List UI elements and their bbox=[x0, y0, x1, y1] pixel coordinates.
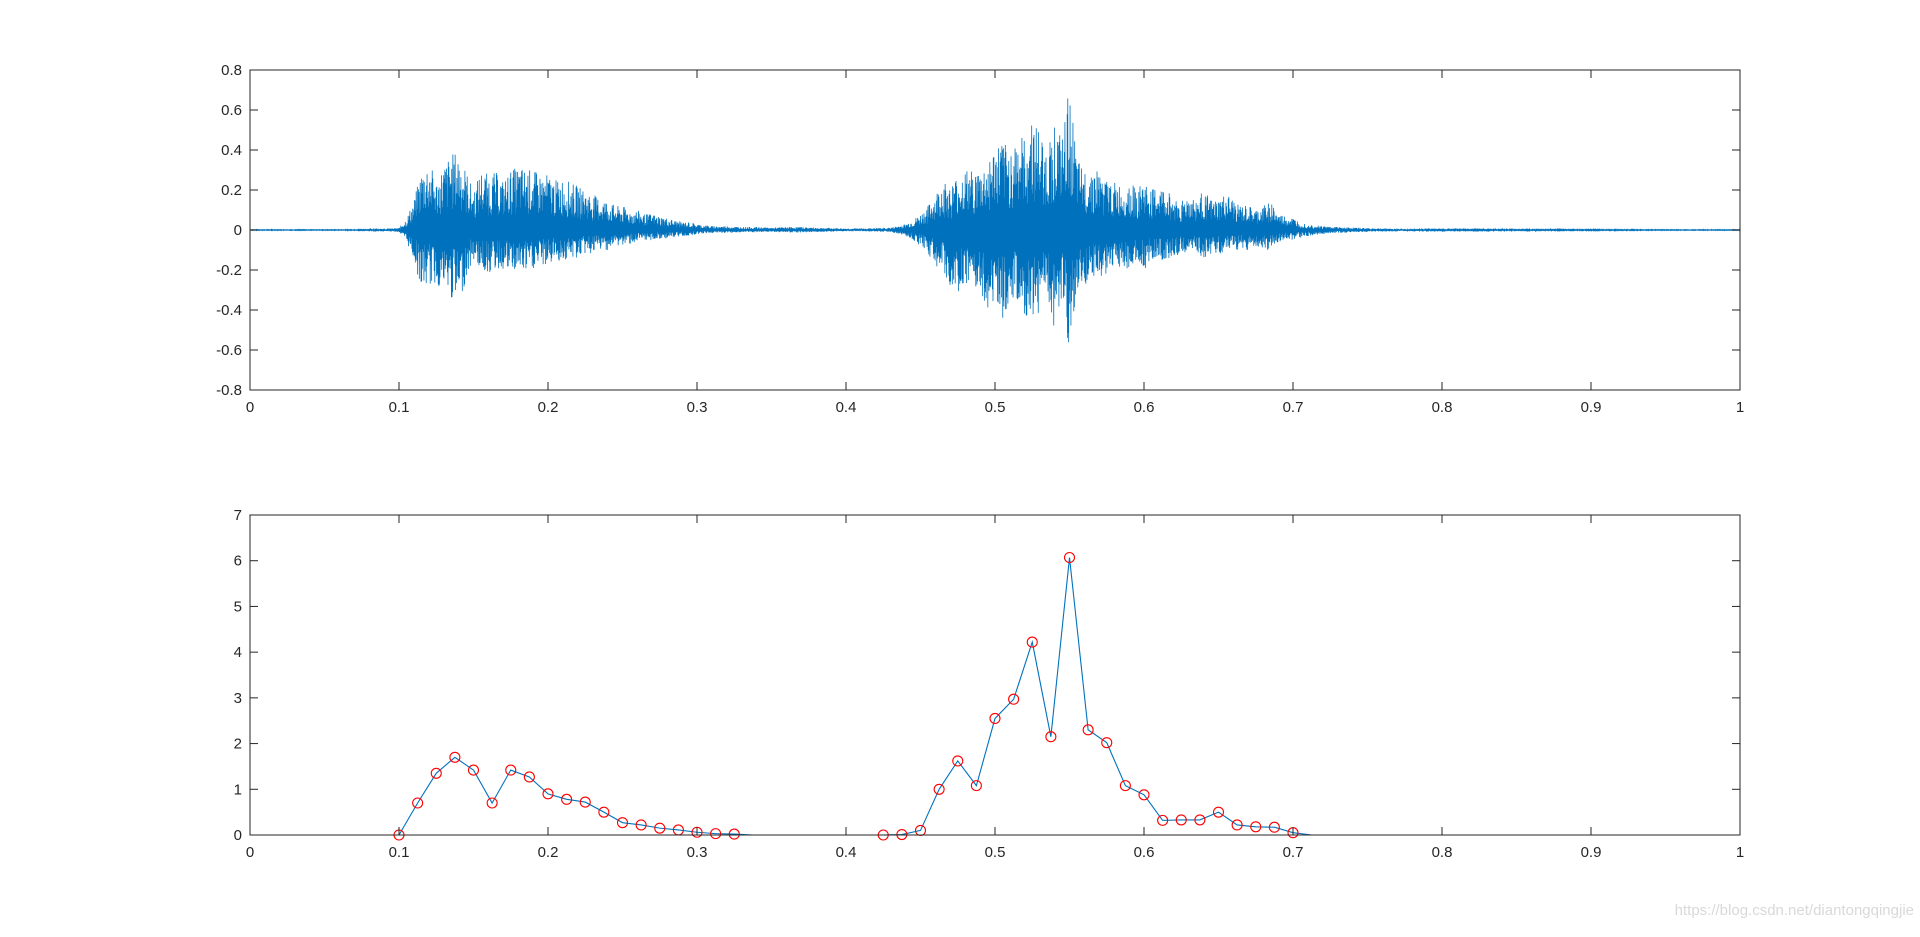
energy-marker bbox=[1063, 551, 1076, 564]
y-tick-label: -0.6 bbox=[216, 342, 242, 359]
y-tick-label: 0 bbox=[234, 827, 242, 844]
energy-marker bbox=[1082, 724, 1094, 736]
x-tick-label: 0.1 bbox=[389, 844, 410, 861]
x-tick-label: 0.9 bbox=[1581, 399, 1602, 416]
energy-marker bbox=[1268, 821, 1280, 833]
x-tick-label: 1 bbox=[1736, 399, 1744, 416]
plot-area bbox=[268, 551, 1722, 841]
x-tick-label: 0.6 bbox=[1134, 399, 1155, 416]
energy-marker bbox=[1026, 636, 1038, 648]
energy-marker bbox=[1194, 814, 1206, 826]
energy-marker bbox=[467, 764, 480, 776]
y-tick-label: -0.2 bbox=[216, 262, 242, 279]
y-tick-label: 0 bbox=[234, 222, 242, 239]
y-tick-label: 1 bbox=[234, 781, 242, 798]
energy-marker bbox=[1250, 821, 1262, 833]
x-tick-label: 0.5 bbox=[985, 399, 1006, 416]
x-tick-label: 0.2 bbox=[538, 399, 559, 416]
y-tick-label: 0.2 bbox=[221, 182, 242, 199]
energy-marker bbox=[486, 797, 498, 809]
energy-marker bbox=[449, 751, 461, 763]
energy-marker bbox=[1212, 806, 1225, 818]
x-tick-label: 0.2 bbox=[538, 844, 559, 861]
energy-marker bbox=[1231, 819, 1243, 831]
y-tick-label: 3 bbox=[234, 690, 242, 707]
energy-marker bbox=[412, 797, 424, 809]
energy-marker bbox=[970, 780, 982, 792]
energy-marker bbox=[1175, 814, 1187, 826]
x-tick-label: 0.5 bbox=[985, 844, 1006, 861]
x-tick-label: 1 bbox=[1736, 844, 1744, 861]
energy-marker bbox=[1138, 789, 1150, 801]
energy-marker bbox=[933, 783, 945, 795]
x-tick-label: 0.1 bbox=[389, 399, 410, 416]
energy-marker bbox=[1008, 693, 1020, 705]
energy-marker bbox=[710, 828, 722, 840]
energy-series-line bbox=[268, 557, 1722, 836]
y-tick-label: -0.8 bbox=[216, 382, 242, 399]
energy-marker bbox=[523, 771, 535, 783]
waveform-axes: 0 0.1 0.2 0.3 0.4 0.5 0.6 0.7 0.8 0.9 1 -0.8 -0.6 -0.… bbox=[216, 62, 1744, 416]
energy-marker bbox=[505, 764, 517, 776]
y-tick-label: -0.4 bbox=[216, 302, 242, 319]
energy-marker bbox=[598, 806, 610, 818]
x-tick-label: 0.7 bbox=[1283, 399, 1304, 416]
x-tick-label: 0.4 bbox=[836, 399, 857, 416]
energy-marker bbox=[430, 767, 442, 779]
y-tick-label: 0.6 bbox=[221, 102, 242, 119]
energy-marker bbox=[616, 817, 629, 829]
energy-marker bbox=[989, 712, 1001, 724]
y-tick-label: 0.8 bbox=[221, 62, 242, 79]
energy-marker bbox=[1119, 780, 1131, 792]
y-tick-label: 0.4 bbox=[221, 142, 242, 159]
watermark: https://blog.csdn.net/diantongqingjie bbox=[1674, 902, 1914, 919]
x-tick-label: 0.8 bbox=[1432, 844, 1453, 861]
x-tick-label: 0.7 bbox=[1283, 844, 1304, 861]
x-tick-label: 0.9 bbox=[1581, 844, 1602, 861]
x-tick-label: 0.4 bbox=[836, 844, 857, 861]
x-tick-label: 0 bbox=[246, 399, 254, 416]
energy-marker bbox=[1101, 737, 1113, 749]
energy-marker bbox=[542, 788, 554, 800]
energy-axes: 0 0.1 0.2 0.3 0.4 0.5 0.6 0.7 0.8 0.9 1 0 1 2 3 4 5 6 7 bbox=[234, 507, 1745, 861]
y-tick-label: 5 bbox=[234, 598, 242, 615]
energy-marker bbox=[561, 793, 573, 805]
energy-marker bbox=[1157, 814, 1169, 826]
y-tick-label: 6 bbox=[234, 553, 242, 570]
y-tick-label: 2 bbox=[234, 736, 242, 753]
axes-frame bbox=[249, 514, 1741, 836]
energy-marker bbox=[654, 822, 666, 834]
x-tick-label: 0 bbox=[246, 844, 254, 861]
energy-marker bbox=[635, 819, 647, 831]
x-tick-label: 0.6 bbox=[1134, 844, 1155, 861]
waveform-series-line bbox=[249, 98, 1741, 343]
plot-area bbox=[249, 98, 1741, 343]
x-tick-label: 0.8 bbox=[1432, 399, 1453, 416]
y-tick-label: 7 bbox=[234, 507, 242, 524]
energy-marker bbox=[1045, 731, 1057, 743]
x-tick-label: 0.3 bbox=[687, 399, 708, 416]
x-tick-label: 0.3 bbox=[687, 844, 708, 861]
energy-marker bbox=[952, 755, 964, 767]
y-tick-label: 4 bbox=[234, 644, 242, 661]
energy-marker bbox=[728, 828, 740, 840]
energy-marker bbox=[579, 796, 591, 808]
